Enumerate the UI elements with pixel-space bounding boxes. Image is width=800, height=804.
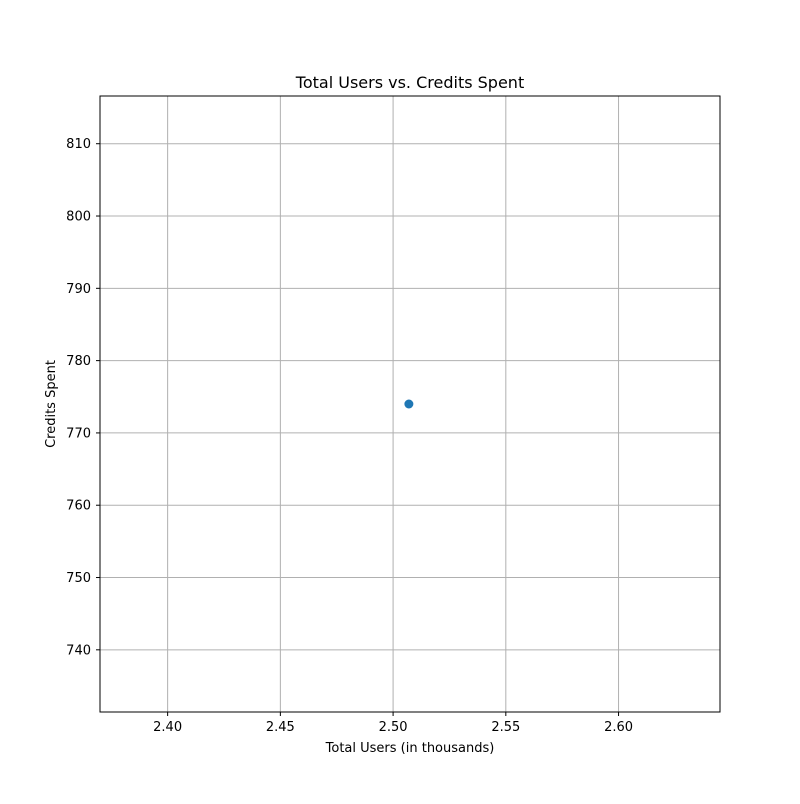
x-tick-label: 2.55 [491,720,520,735]
y-tick-label: 760 [66,499,91,514]
plot-area [99,95,721,713]
y-tick-label: 770 [66,426,91,441]
x-tick-label: 2.40 [153,720,182,735]
x-tick-label: 2.50 [379,720,408,735]
x-tick-label: 2.60 [604,720,633,735]
data-points [404,399,414,409]
x-tick-label: 2.45 [266,720,295,735]
y-axis-label: Credits Spent [44,360,59,448]
data-point [404,399,414,409]
y-tick-label: 780 [66,354,91,369]
y-tick-label: 800 [66,210,91,225]
x-axis-label: Total Users (in thousands) [325,741,495,756]
y-tick-label: 790 [66,282,91,297]
x-axis: 2.40 2.45 2.50 2.55 2.60 [153,712,633,735]
chart-title: Total Users vs. Credits Spent [295,73,524,92]
y-axis: 740 750 760 770 780 790 800 810 [66,137,100,658]
y-tick-label: 740 [66,643,91,658]
grid [100,96,720,712]
y-tick-label: 750 [66,571,91,586]
y-tick-label: 810 [66,137,91,152]
